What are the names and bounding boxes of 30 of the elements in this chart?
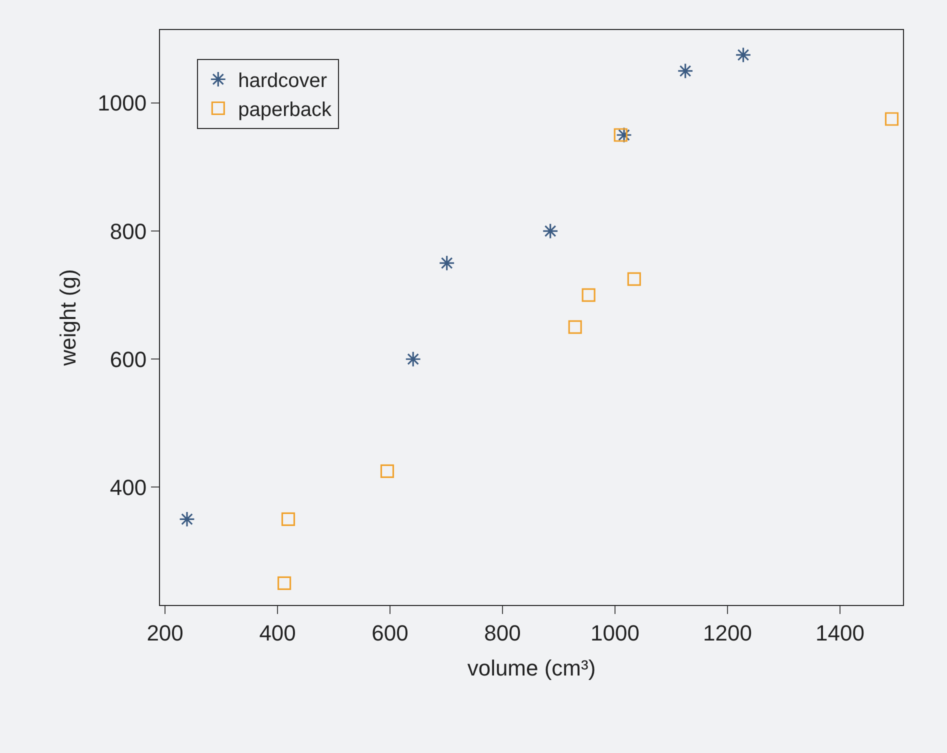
y-tick-label: 400 — [110, 474, 147, 500]
point — [438, 255, 455, 272]
y-tick-label: 600 — [110, 346, 147, 372]
point — [884, 112, 899, 126]
x-tick-label: 1200 — [703, 620, 752, 646]
point — [614, 128, 628, 142]
point — [542, 223, 558, 240]
point — [278, 576, 292, 590]
y-tick-label: 1000 — [98, 90, 147, 116]
point — [735, 46, 752, 63]
point — [568, 320, 582, 334]
x-tick-label: 1400 — [816, 620, 864, 646]
x-tick-label: 800 — [484, 620, 521, 646]
point — [179, 511, 195, 528]
point — [677, 62, 694, 79]
legend-label: paperback — [238, 99, 333, 122]
point — [405, 351, 422, 368]
point — [616, 127, 632, 144]
point — [380, 464, 394, 478]
point — [627, 272, 641, 286]
point — [582, 288, 596, 302]
x-tick-label: 400 — [259, 620, 296, 646]
x-tick-label: 200 — [146, 620, 184, 646]
point — [281, 512, 296, 526]
y-axis-title: weight (g) — [55, 269, 80, 367]
y-tick-label: 800 — [110, 218, 147, 244]
legend-label: hardcover — [238, 70, 328, 92]
x-tick-label: 600 — [372, 620, 408, 646]
x-axis-title: volume (cm³) — [467, 655, 596, 680]
x-tick-label: 1000 — [590, 620, 640, 646]
